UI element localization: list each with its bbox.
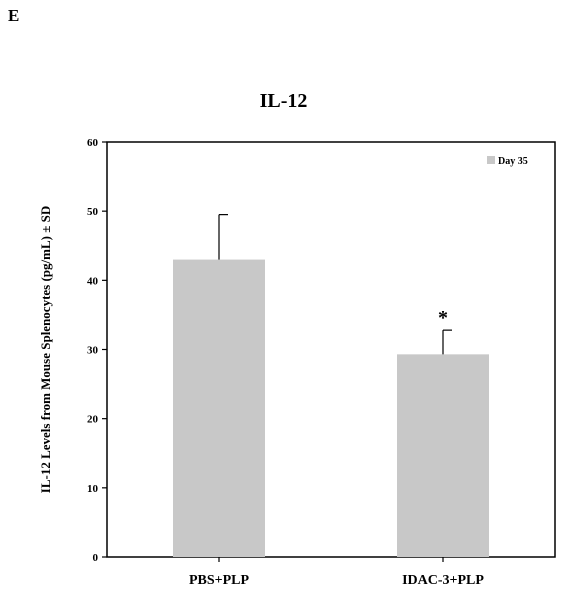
chart-labels: 0 10 20 30 40 50 60 IL-12 Levels from Mouse Spl… xyxy=(38,137,528,588)
legend-swatch xyxy=(487,156,495,164)
x-tick-label: IDAC-3+PLP xyxy=(402,573,484,588)
y-tick-label: 40 xyxy=(87,275,99,287)
y-tick-label: 60 xyxy=(87,137,99,149)
y-tick-label: 10 xyxy=(87,483,99,495)
significance-marker: * xyxy=(438,307,448,329)
chart-title: IL-12 xyxy=(259,90,308,112)
y-tick-label: 20 xyxy=(87,414,99,426)
legend-label: Day 35 xyxy=(498,156,528,167)
y-tick-label: 30 xyxy=(87,345,99,357)
chart-axes xyxy=(102,141,556,562)
panel-label: E xyxy=(8,6,20,25)
y-axis-label: IL-12 Levels from Mouse Splenocytes (pg/… xyxy=(38,206,53,493)
bar xyxy=(397,354,489,557)
y-tick-label: 50 xyxy=(87,206,99,218)
y-tick-label: 0 xyxy=(93,552,99,564)
bar xyxy=(173,259,265,557)
x-tick-label: PBS+PLP xyxy=(189,573,250,588)
chart-bars xyxy=(173,214,489,557)
